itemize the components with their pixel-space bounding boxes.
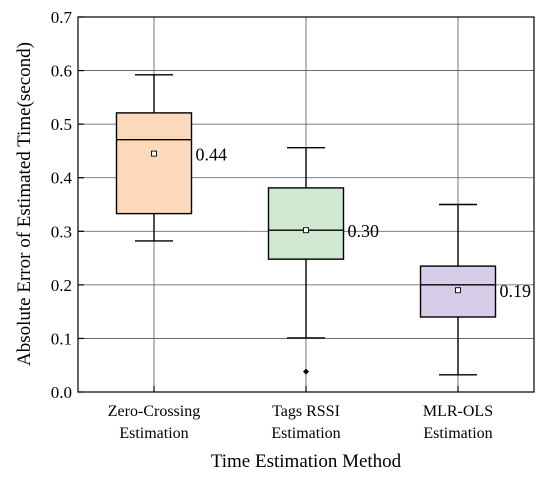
- boxes-group: 0.44 0.30 0.19: [115, 74, 532, 376]
- y-axis: 0.0 0.1 0.2 0.3 0.4 0.5 0.6 0.7: [51, 8, 84, 402]
- x-category-label: Zero-Crossing: [108, 403, 200, 420]
- x-category-label: Estimation: [423, 425, 492, 442]
- x-category-label: Estimation: [119, 425, 188, 442]
- x-axis-title: Time Estimation Method: [211, 451, 402, 472]
- mean-marker: [151, 150, 157, 157]
- mean-label: 0.30: [348, 221, 380, 241]
- y-tick-label: 0.1: [51, 329, 72, 348]
- y-axis-title: Absolute Error of Estimated Time(second): [14, 42, 35, 366]
- y-tick-label: 0.2: [51, 276, 72, 295]
- mean-label: 0.19: [500, 281, 532, 301]
- y-tick-label: 0.4: [51, 169, 73, 188]
- iqr-box: [115, 112, 193, 215]
- outlier-point: [303, 368, 309, 375]
- iqr-box: [267, 187, 345, 260]
- x-axis: Zero-Crossing Estimation Tags RSSI Estimati…: [108, 386, 493, 442]
- x-category-label: MLR-OLS: [423, 403, 493, 420]
- mean-marker: [303, 227, 309, 234]
- box-group: 0.19: [419, 203, 532, 376]
- box-group: 0.44: [115, 74, 228, 242]
- mean-marker: [455, 287, 461, 294]
- x-category-label: Tags RSSI: [272, 403, 340, 420]
- x-category-label: Estimation: [271, 425, 340, 442]
- box-group: 0.30: [267, 147, 380, 375]
- y-tick-label: 0.6: [51, 62, 72, 81]
- y-tick-label: 0.3: [51, 222, 72, 241]
- y-tick-label: 0.0: [51, 383, 72, 402]
- y-tick-label: 0.7: [51, 8, 73, 27]
- y-tick-label: 0.5: [51, 115, 72, 134]
- mean-label: 0.44: [196, 145, 228, 165]
